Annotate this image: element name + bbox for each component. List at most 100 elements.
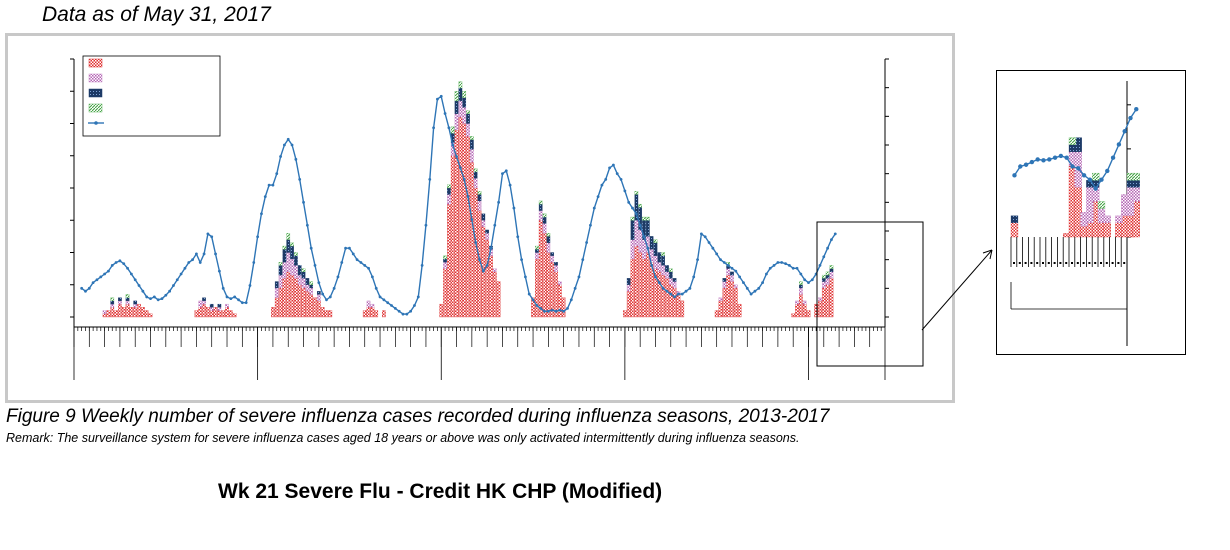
inset-week-mark	[1111, 262, 1114, 264]
inset-chart	[1010, 81, 1140, 346]
pct-positive-point	[340, 261, 344, 264]
bar-65-	[305, 291, 310, 318]
main-chart-frame	[5, 33, 955, 403]
pct-positive-point	[110, 264, 114, 267]
bar-18-49	[653, 242, 658, 256]
pct-positive-point	[229, 297, 233, 301]
bar-50-64	[202, 300, 206, 305]
pct-positive-point	[619, 178, 623, 181]
pct-positive-point	[416, 295, 420, 299]
bar-18-49	[538, 203, 543, 211]
pct-positive-point	[665, 289, 669, 293]
pct-positive-point	[787, 264, 791, 267]
pct-positive-point	[164, 293, 168, 297]
bar-65-	[634, 245, 639, 318]
pct-positive-point	[462, 178, 466, 181]
pct-positive-point	[214, 252, 217, 256]
bar-18-49	[118, 297, 122, 302]
bar-50-64	[209, 307, 214, 311]
bar-50-64	[443, 262, 447, 269]
bar-18-49	[825, 274, 830, 279]
pct-positive-point	[439, 94, 443, 98]
pct-positive-point	[761, 281, 764, 284]
inset-pct-positive-point	[1110, 155, 1116, 160]
bar-65-	[439, 303, 444, 318]
pct-positive-point	[501, 172, 504, 176]
bar-65-	[206, 307, 210, 318]
bar-50-64	[110, 303, 115, 308]
pct-positive-point	[168, 289, 172, 293]
inset-pct-positive-point	[1093, 186, 1098, 191]
pct-positive-point	[543, 309, 546, 313]
bar-18-49	[821, 278, 826, 282]
bar-65-	[542, 232, 547, 318]
bar-50-64	[118, 300, 122, 305]
bar-65-	[814, 303, 818, 318]
bar-50-64	[492, 268, 497, 272]
pct-positive-point	[305, 223, 309, 227]
bar-18-49	[473, 171, 478, 179]
bar-65-	[645, 252, 650, 318]
bar-50-64	[657, 262, 662, 273]
pct-positive-point	[696, 258, 699, 262]
bar-65-	[282, 278, 287, 318]
bar-65-	[443, 268, 447, 318]
bar-65-	[668, 284, 673, 318]
pct-positive-point	[244, 301, 248, 305]
pct-positive-point	[803, 278, 807, 282]
inset-week-mark	[1076, 262, 1079, 264]
pct-positive-point	[443, 112, 447, 115]
inset-week-mark	[1117, 262, 1120, 264]
bar-50-64	[282, 262, 287, 279]
connector-arrow-head	[982, 249, 993, 260]
bar-18-49	[546, 236, 551, 243]
pct-positive-point	[753, 289, 757, 293]
bar-50-64	[722, 281, 727, 289]
bar-65-	[274, 297, 279, 318]
inset-week-mark	[1042, 262, 1044, 264]
bar-0-17	[477, 191, 482, 195]
bar-50-64	[485, 232, 489, 240]
pct-positive-point	[807, 281, 810, 284]
pct-positive-point	[784, 262, 787, 266]
pct-positive-point	[355, 258, 359, 262]
bar-65-	[141, 307, 145, 318]
pct-positive-point	[370, 275, 374, 279]
bar-50-64	[795, 300, 799, 305]
pct-positive-point	[378, 295, 382, 299]
pct-positive-point	[198, 261, 202, 264]
pct-positive-point	[745, 286, 749, 290]
bar-18-49	[649, 236, 654, 250]
bar-65-	[802, 303, 807, 318]
bar-50-64	[634, 220, 639, 247]
bar-50-64	[466, 123, 470, 137]
pct-positive-point	[321, 292, 325, 296]
inset-week-mark	[1094, 262, 1097, 264]
bar-65-	[722, 287, 727, 318]
data-as-of-label: Data as of May 31, 2017	[42, 3, 271, 26]
pct-positive-point	[103, 272, 107, 276]
bar-0-17	[290, 242, 294, 247]
bar-65-	[370, 307, 375, 318]
bar-65-	[623, 310, 627, 318]
bar-0-17	[282, 245, 287, 250]
pct-positive-point	[179, 272, 183, 276]
bar-0-17	[799, 281, 803, 285]
pct-positive-point	[107, 269, 110, 273]
inset-bar-50-64	[1115, 215, 1123, 223]
bar-65-	[791, 313, 796, 318]
bar-18-49	[202, 297, 206, 302]
pct-positive-point	[699, 232, 703, 236]
pct-positive-point	[447, 126, 451, 130]
bar-0-17	[645, 216, 650, 221]
bar-18-49	[535, 249, 539, 253]
legend-swatch	[88, 103, 103, 113]
bar-65-	[818, 300, 822, 318]
bar-65-	[121, 307, 126, 318]
bar-18-49	[665, 265, 669, 272]
inset-week-mark	[1018, 262, 1021, 264]
pct-positive-point	[768, 266, 772, 270]
pct-positive-point	[217, 269, 221, 273]
bar-50-64	[638, 229, 643, 253]
bar-50-64	[470, 149, 474, 163]
